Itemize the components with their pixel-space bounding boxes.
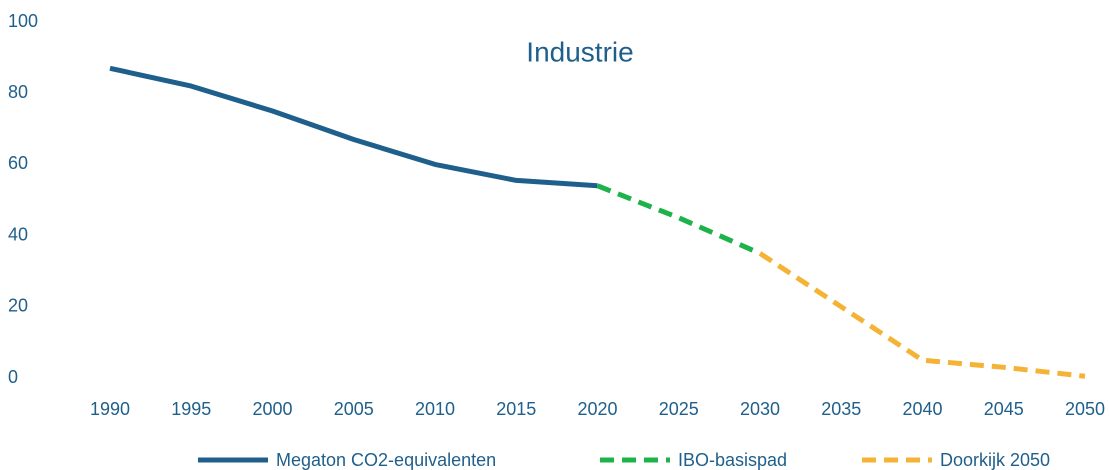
y-tick-label: 80	[8, 82, 28, 102]
legend-label: Megaton CO2-equivalenten	[276, 450, 496, 470]
legend-label: Doorkijk 2050	[940, 450, 1050, 470]
x-tick-label: 2000	[252, 399, 292, 419]
series-line	[758, 251, 1086, 379]
x-tick-label: 2010	[415, 399, 455, 419]
x-tick-label: 2050	[1065, 399, 1105, 419]
x-tick-label: 1995	[171, 399, 211, 419]
y-tick-label: 40	[8, 224, 28, 244]
x-tick-label: 1990	[90, 399, 130, 419]
x-tick-label: 2045	[984, 399, 1024, 419]
y-tick-label: 100	[8, 11, 38, 31]
series-line	[596, 183, 762, 256]
x-tick-label: 2005	[334, 399, 374, 419]
x-tick-label: 2030	[740, 399, 780, 419]
y-tick-label: 0	[8, 367, 18, 387]
x-tick-label: 2025	[659, 399, 699, 419]
x-tick-label: 2020	[577, 399, 617, 419]
chart-title: Industrie	[526, 36, 633, 67]
x-tick-label: 2015	[496, 399, 536, 419]
x-tick-label: 2040	[902, 399, 942, 419]
series-line	[109, 65, 598, 189]
y-tick-label: 60	[8, 153, 28, 173]
y-tick-label: 20	[8, 296, 28, 316]
x-tick-label: 2035	[821, 399, 861, 419]
legend-label: IBO-basispad	[678, 450, 787, 470]
